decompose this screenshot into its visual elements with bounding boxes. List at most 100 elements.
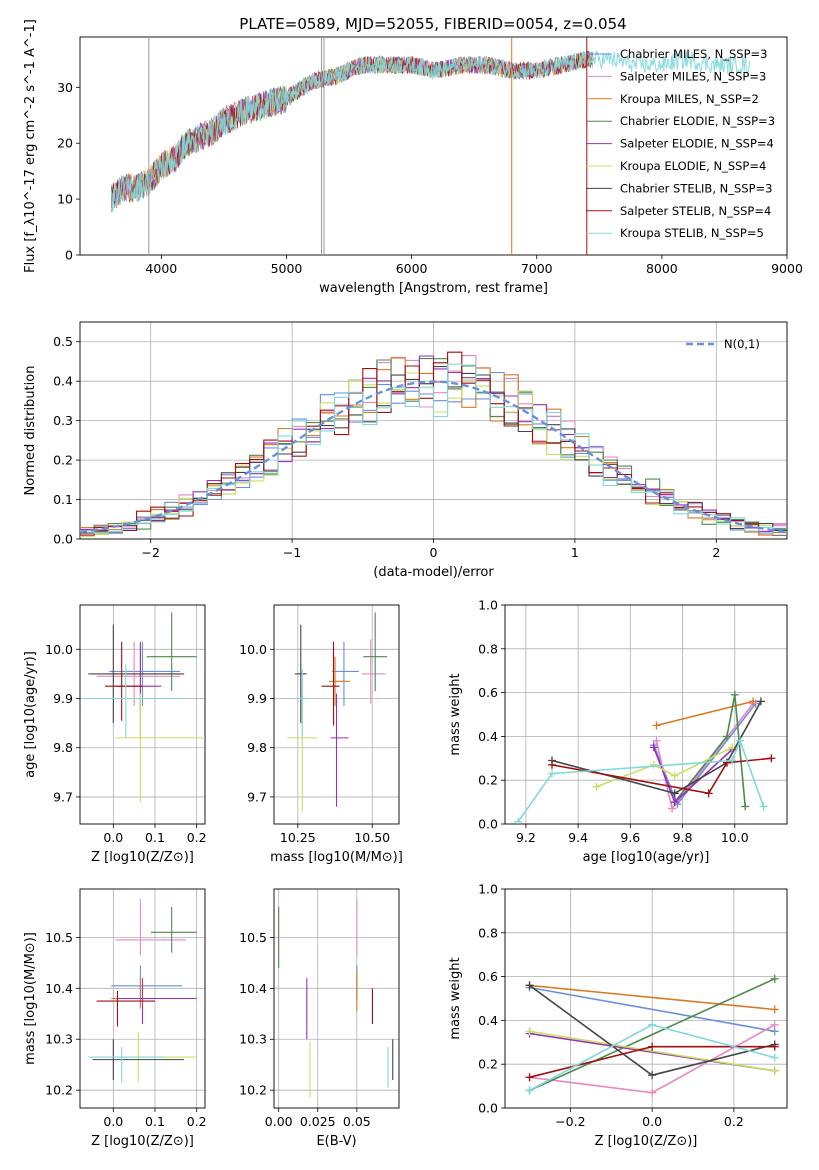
panel-age-vs-massweight: 9.2 9.4 9.6 9.8 10.0 0.0 0.2 0.4 0.6 0.8 1.0 age [l… [448, 598, 788, 865]
y-tick-label: 0.5 [53, 334, 73, 349]
x-tick-label: 0.05 [343, 1114, 371, 1129]
y-axis-label: Normed distribution [23, 366, 38, 496]
y-axis-label: mass weight [448, 673, 463, 755]
x-axis-label: E(B-V) [316, 1134, 356, 1149]
x-tick-label: 0.025 [300, 1114, 336, 1129]
histogram-step [80, 363, 787, 536]
x-tick-label: 0.0 [642, 1114, 662, 1129]
x-tick-label: 0.1 [145, 830, 165, 845]
normal-curve [80, 380, 787, 534]
y-axis-label: Flux [f_λ10^-17 erg cm^-2 s^-1 A^-1] [23, 19, 38, 273]
y-tick-label: 10.5 [45, 930, 73, 945]
legend-label: Salpeter MILES, N_SSP=3 [620, 69, 766, 83]
y-tick-label: 10.4 [239, 981, 267, 996]
plot-area [278, 899, 394, 1098]
plot-area [287, 612, 388, 812]
y-tick-label: 0.4 [53, 374, 73, 389]
y-tick-label: 10.4 [45, 981, 73, 996]
y-tick-label: 10 [57, 192, 73, 207]
x-tick-label: 0.00 [265, 1114, 293, 1129]
legend-label: N(0,1) [724, 337, 760, 351]
y-tick-label: 0.6 [478, 685, 498, 700]
weight-line [551, 757, 772, 795]
x-tick-label: 7000 [521, 261, 553, 276]
y-tick-label: 10.2 [45, 1083, 73, 1098]
y-tick-label: 0.0 [478, 817, 498, 832]
x-axis-label: Z [log10(Z/Z⊙)] [91, 1134, 194, 1149]
y-tick-label: 0.2 [478, 1057, 498, 1072]
plot-area [514, 690, 776, 824]
weight-line [656, 700, 754, 727]
panel-spectrum: 4000 5000 6000 7000 8000 9000 0 10 20 30 wavelengt… [23, 19, 803, 296]
plot-area [84, 612, 205, 802]
x-tick-label: −1 [283, 545, 301, 560]
x-tick-label: 10.25 [280, 830, 316, 845]
panel-residual-histogram: −2 −1 0 1 2 0.0 0.1 0.2 0.3 0.4 0.5 (data-model)/er… [23, 321, 788, 580]
x-tick-label: 9.8 [673, 830, 693, 845]
y-tick-label: 10.3 [45, 1032, 73, 1047]
y-tick-label: 0.6 [478, 969, 498, 984]
x-axis-label: wavelength [Angstrom, rest frame] [319, 281, 548, 296]
legend-label: Kroupa MILES, N_SSP=2 [620, 92, 759, 106]
x-axis-label: (data-model)/error [373, 565, 494, 580]
legend: N(0,1) [686, 337, 760, 351]
x-tick-label: 9.2 [516, 830, 536, 845]
x-tick-label: 0.2 [187, 830, 207, 845]
weight-line [529, 984, 775, 1011]
legend: Chabrier MILES, N_SSP=3 Salpeter MILES, N… [586, 47, 775, 240]
axes-frame [79, 604, 206, 825]
x-axis-label: Z [log10(Z/Z⊙)] [595, 1134, 698, 1149]
y-axis-label: mass [log10(M/M⊙)] [23, 932, 38, 1065]
weight-line [529, 1030, 775, 1072]
axes-frame [504, 888, 788, 1109]
axes-frame [273, 604, 400, 825]
panel-Z-vs-massweight: −0.2 0.0 0.2 0.0 0.2 0.4 0.6 0.8 1.0 Z [log10(Z/Z… [448, 882, 788, 1149]
x-tick-label: 9.6 [620, 830, 640, 845]
y-tick-label: 20 [57, 136, 73, 151]
x-tick-label: 0.2 [187, 1114, 207, 1129]
panel-EBV-vs-mass: 0.00 0.025 0.05 10.2 10.3 10.4 10.5 E(B-V) [239, 888, 400, 1149]
plot-area [80, 351, 787, 537]
x-tick-label: 0 [430, 545, 438, 560]
x-tick-label: 8000 [646, 261, 678, 276]
legend-label: Chabrier ELODIE, N_SSP=3 [620, 114, 775, 128]
legend-label: Salpeter ELODIE, N_SSP=4 [620, 137, 774, 151]
y-tick-label: 1.0 [478, 598, 498, 613]
figure-title: PLATE=0589, MJD=52055, FIBERID=0054, z=0… [239, 15, 626, 33]
y-tick-label: 10.2 [239, 1083, 267, 1098]
y-axis-label: age [log10(age/yr)] [23, 651, 38, 778]
weight-line [551, 701, 762, 795]
x-axis-label: age [log10(age/yr)] [583, 850, 710, 865]
x-tick-label: 9.4 [568, 830, 588, 845]
x-tick-label: 0.1 [145, 1114, 165, 1129]
y-tick-label: 0.4 [478, 729, 498, 744]
x-tick-label: 10.0 [721, 830, 749, 845]
panel-mass-vs-age: 10.25 10.50 9.7 9.8 9.9 10.0 mass [log10(M/M⊙)… [239, 604, 403, 865]
weight-line [674, 694, 746, 807]
y-tick-label: 0.0 [478, 1101, 498, 1116]
x-tick-label: 10.50 [354, 830, 390, 845]
axes-frame [273, 888, 400, 1109]
y-tick-label: 10.5 [239, 930, 267, 945]
legend-label: Chabrier MILES, N_SSP=3 [620, 47, 767, 61]
y-tick-label: 30 [57, 80, 73, 95]
x-tick-label: −0.2 [555, 1114, 585, 1129]
weight-line [596, 746, 733, 788]
y-tick-label: 9.7 [247, 789, 267, 804]
y-tick-label: 0.3 [53, 413, 73, 428]
y-tick-label: 10.0 [45, 642, 73, 657]
x-tick-label: −2 [141, 545, 159, 560]
x-tick-label: 1 [571, 545, 579, 560]
y-tick-label: 0.0 [53, 532, 73, 547]
axes-frame [504, 604, 788, 825]
legend-label: Chabrier STELIB, N_SSP=3 [620, 181, 772, 195]
plot-area [88, 899, 197, 1083]
axes-frame [79, 36, 788, 256]
y-tick-label: 0.4 [478, 1013, 498, 1028]
y-tick-label: 10.3 [239, 1032, 267, 1047]
plot-area [525, 974, 779, 1097]
x-axis-label: Z [log10(Z/Z⊙)] [91, 850, 194, 865]
x-tick-label: 6000 [396, 261, 428, 276]
x-tick-label: 0.0 [103, 830, 123, 845]
y-tick-label: 0.1 [53, 492, 73, 507]
